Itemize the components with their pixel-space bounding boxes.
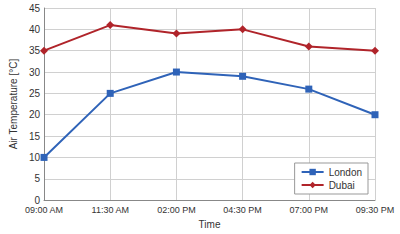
svg-text:Air Temperature [°C]: Air Temperature [°C] — [8, 59, 19, 150]
svg-text:Dubai: Dubai — [329, 180, 355, 191]
svg-text:11:30 AM: 11:30 AM — [92, 205, 129, 215]
svg-text:20: 20 — [29, 109, 41, 120]
svg-text:02:00 PM: 02:00 PM — [157, 205, 196, 215]
svg-text:07:00 PM: 07:00 PM — [290, 205, 329, 215]
svg-text:5: 5 — [34, 173, 40, 184]
svg-text:London: London — [329, 167, 362, 178]
svg-text:09:00 AM: 09:00 AM — [25, 205, 63, 215]
svg-text:10: 10 — [29, 152, 41, 163]
svg-text:15: 15 — [29, 131, 41, 142]
svg-text:04:30 PM: 04:30 PM — [223, 205, 262, 215]
svg-text:25: 25 — [29, 88, 41, 99]
svg-text:35: 35 — [29, 45, 41, 56]
svg-text:30: 30 — [29, 67, 41, 78]
svg-text:0: 0 — [34, 194, 40, 206]
svg-text:Time: Time — [199, 219, 221, 230]
svg-text:45: 45 — [29, 3, 41, 14]
svg-text:40: 40 — [29, 24, 41, 35]
svg-text:09:30 PM: 09:30 PM — [356, 205, 395, 215]
